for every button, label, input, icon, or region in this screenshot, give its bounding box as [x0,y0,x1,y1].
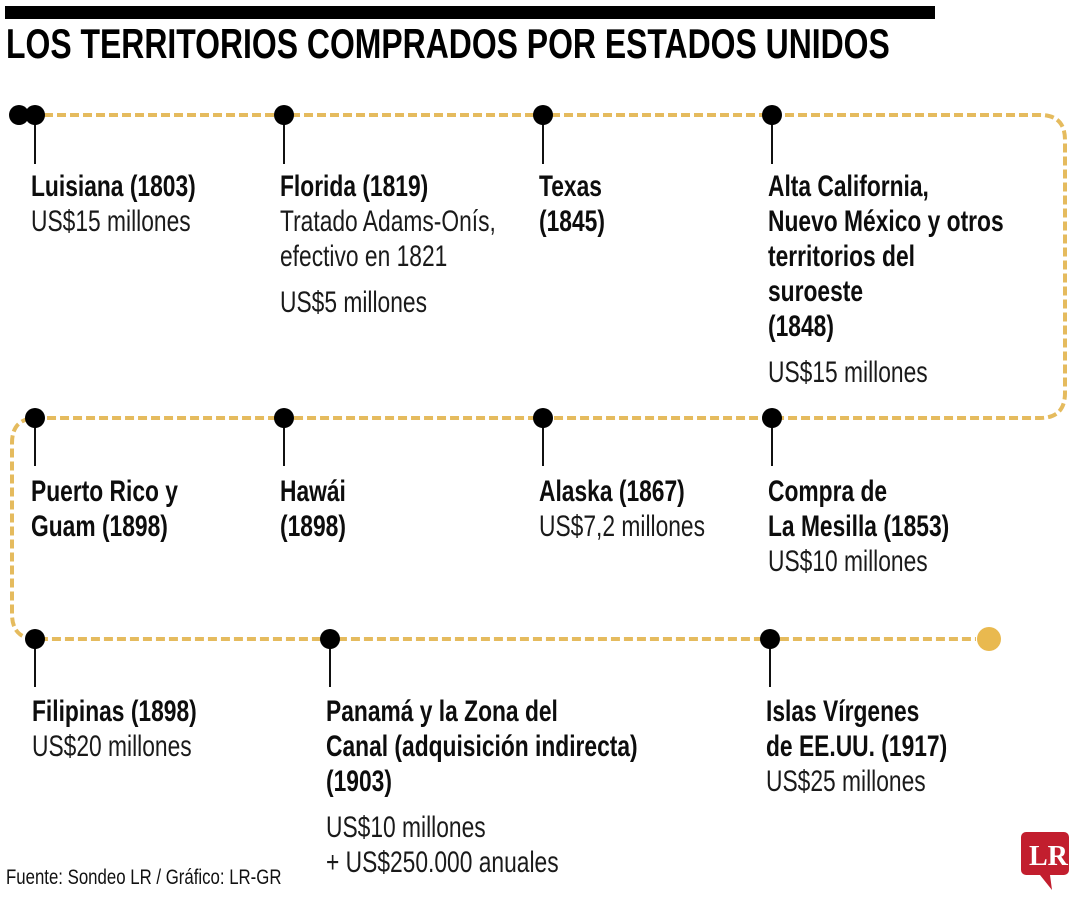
event-dot [274,408,294,428]
event-puerto-rico-guam: Puerto Rico y Guam (1898) [31,474,224,544]
event-dot [25,629,45,649]
event-amount: US$10 millones [768,545,928,578]
event-luisiana: Luisiana (1803) US$15 millones [31,169,248,239]
event-alaska: Alaska (1867) US$7,2 millones [539,474,757,544]
event-detail: Tratado Adams-Onís, efectivo en 1821 [280,205,496,273]
event-dot [762,408,782,428]
event-dot [274,105,294,125]
timeline-end-dot [977,627,1001,651]
event-name: Islas Vírgenes de EE.UU. (1917) [766,695,948,763]
event-dot [9,105,29,125]
event-name: Puerto Rico y Guam (1898) [31,475,178,543]
event-name: Hawái (1898) [280,475,346,543]
event-name: Filipinas (1898) [32,695,197,728]
event-alta-california: Alta California, Nuevo México y otros te… [768,169,1080,390]
event-amount: US$20 millones [32,730,192,763]
event-islas-virgenes: Islas Vírgenes de EE.UU. (1917) US$25 mi… [766,694,1004,799]
event-dot [760,629,780,649]
event-name: Alta California, Nuevo México y otros te… [768,170,1004,343]
lr-logo: LR [1021,832,1069,890]
event-amount: US$10 millones + US$250.000 anuales [326,811,559,879]
event-dots [9,105,782,649]
source-credit: Fuente: Sondeo LR / Gráfico: LR-GR [6,866,282,889]
event-hawai: Hawái (1898) [280,474,367,544]
event-dot [25,105,45,125]
event-amount: US$25 millones [766,765,926,798]
top-bar [5,6,935,19]
lr-logo-text: LR [1029,841,1069,872]
page-title: LOS TERRITORIOS COMPRADOS POR ESTADOS UN… [6,20,890,67]
event-amount: US$15 millones [768,356,928,389]
event-name: Alaska (1867) [539,475,685,508]
event-amount: US$15 millones [31,205,191,238]
event-name: Panamá y la Zona del Canal (adquisición … [326,695,638,798]
lr-logo-bubble [1021,832,1069,890]
event-dot [320,629,340,649]
event-panama-canal: Panamá y la Zona del Canal (adquisición … [326,694,736,880]
event-dot [533,105,553,125]
event-amount: US$5 millones [280,286,428,319]
event-dot [25,408,45,428]
event-texas: Texas (1845) [539,169,626,239]
event-name: Texas (1845) [539,170,605,238]
event-name: Luisiana (1803) [31,170,196,203]
event-la-mesilla: Compra de La Mesilla (1853) US$10 millon… [768,474,1006,579]
event-dot [762,105,782,125]
event-name: Florida (1819) [280,170,429,203]
event-filipinas: Filipinas (1898) US$20 millones [32,694,249,764]
event-dot [533,408,553,428]
event-florida: Florida (1819) Tratado Adams-Onís, efect… [280,169,564,320]
event-amount: US$7,2 millones [539,510,706,543]
event-name: Compra de La Mesilla (1853) [768,475,950,543]
